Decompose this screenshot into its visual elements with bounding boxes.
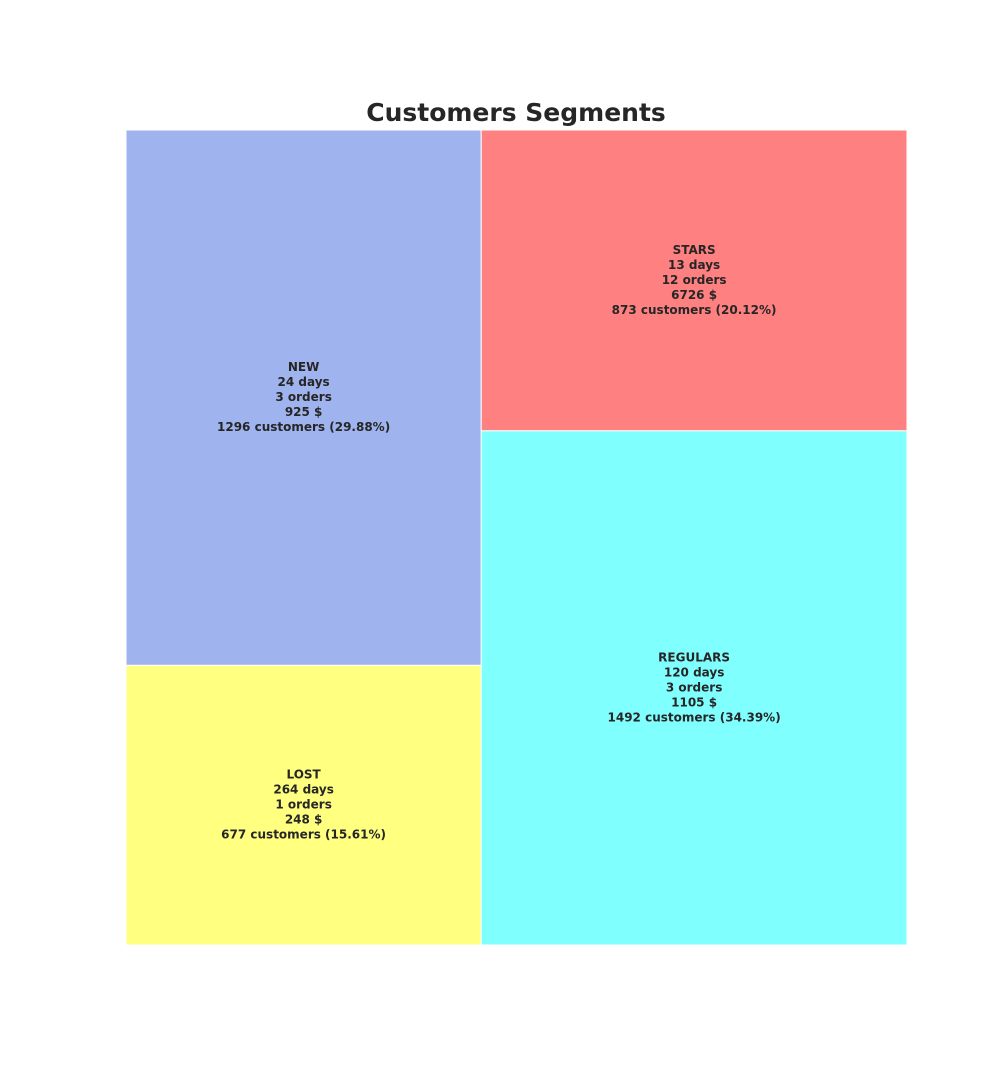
label-new-line: 3 orders (275, 390, 331, 404)
label-stars-line: STARS (673, 243, 716, 257)
label-new-line: NEW (288, 360, 319, 374)
tile-new (125, 129, 482, 666)
label-new: NEW 24 days 3 orders 925 $1296 customers (2… (217, 360, 390, 434)
label-regulars-line: 1105 $ (671, 695, 717, 709)
treemap-tiles (125, 129, 908, 946)
label-stars: STARS 13 days 12 orders 6726 $873 customers… (612, 243, 777, 317)
label-stars-line: 13 days (668, 258, 720, 272)
label-regulars: REGULARS 120 days 3 orders 1105 $1492 custo… (608, 650, 781, 724)
label-regulars-line: REGULARS (658, 650, 730, 664)
label-new-line: 1296 customers (29.88%) (217, 420, 390, 434)
label-lost-line: 248 $ (285, 813, 323, 827)
label-lost-line: LOST (286, 768, 321, 782)
chart-title: Customers Segments (366, 98, 666, 127)
label-regulars-line: 120 days (664, 665, 725, 679)
tile-lost (125, 664, 482, 946)
label-stars-line: 12 orders (662, 273, 727, 287)
label-stars-line: 873 customers (20.12%) (612, 303, 777, 317)
label-new-line: 925 $ (285, 405, 323, 419)
tile-stars (480, 129, 908, 432)
label-regulars-line: 1492 customers (34.39%) (608, 710, 781, 724)
label-lost: LOST 264 days 1 orders 248 $677 customers (… (221, 768, 386, 842)
label-regulars-line: 3 orders (666, 680, 722, 694)
label-stars-line: 6726 $ (671, 288, 717, 302)
treemap-labels: NEW 24 days 3 orders 925 $1296 customers (2… (217, 243, 781, 842)
label-lost-line: 677 customers (15.61%) (221, 828, 386, 842)
label-lost-line: 1 orders (275, 798, 331, 812)
label-new-line: 24 days (278, 375, 330, 389)
label-lost-line: 264 days (273, 783, 334, 797)
tile-regulars (480, 430, 908, 946)
